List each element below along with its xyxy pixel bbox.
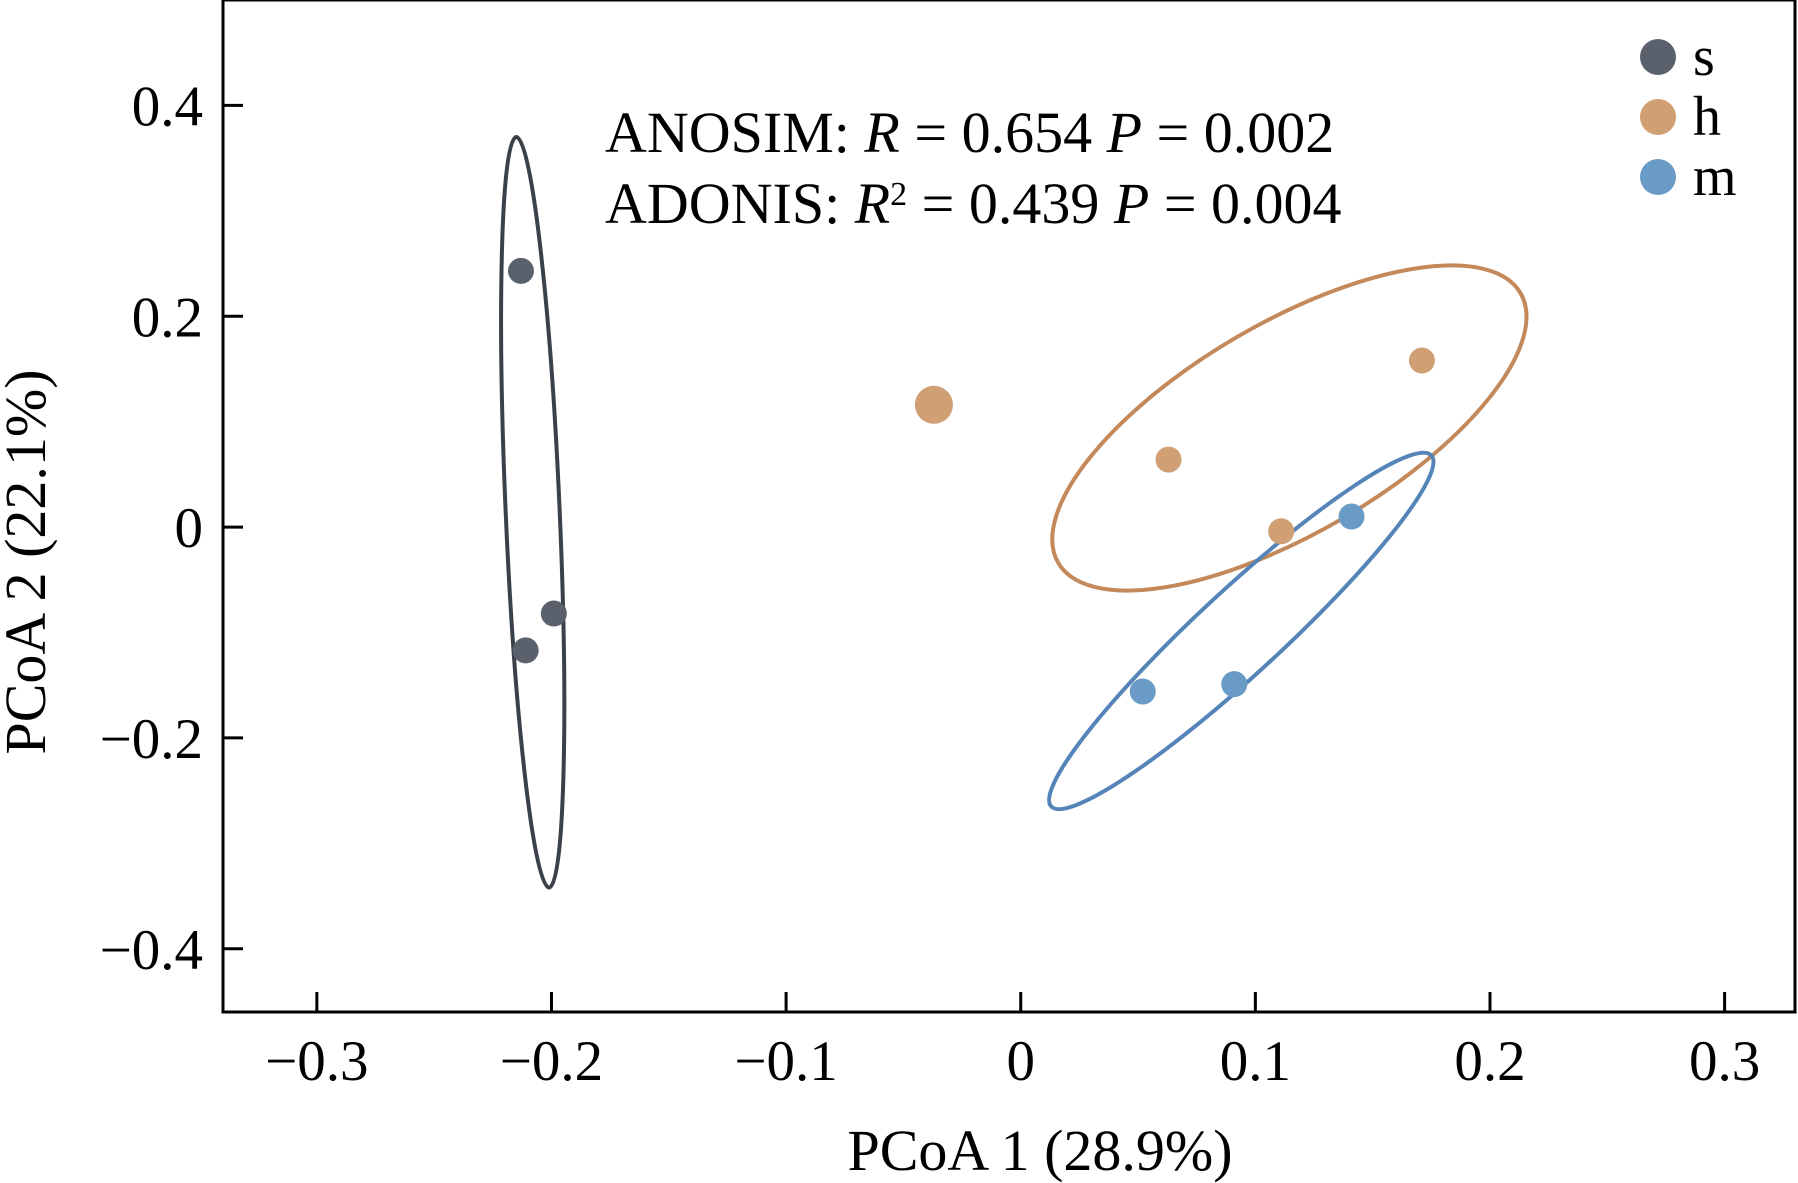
ellipses-layer xyxy=(499,135,1529,890)
y-tick-label: 0.4 xyxy=(132,75,203,138)
y-axis-title: PCoA 2 (22.1%) xyxy=(0,369,58,754)
ellipse-s xyxy=(499,135,567,890)
x-tick-label: −0.3 xyxy=(265,1030,368,1093)
point-m xyxy=(1129,678,1156,705)
legend-label-m: m xyxy=(1693,146,1737,208)
y-axis: −0.4 −0.2 0 0.2 0.4 xyxy=(100,75,243,982)
x-tick-label: 0.2 xyxy=(1454,1030,1525,1093)
point-h xyxy=(914,385,953,424)
point-s xyxy=(507,257,534,284)
adonis-annotation: ADONIS: R2 = 0.439 P = 0.004 xyxy=(605,171,1342,236)
x-tick-label: 0.3 xyxy=(1689,1030,1760,1093)
plot-frame xyxy=(221,0,1797,1014)
x-tick-label: −0.1 xyxy=(734,1030,837,1093)
legend-marker-m xyxy=(1640,159,1676,195)
point-s xyxy=(512,637,539,664)
x-tick-label: −0.2 xyxy=(500,1030,603,1093)
legend: shm xyxy=(1640,26,1737,208)
point-s xyxy=(540,600,567,627)
legend-marker-s xyxy=(1640,39,1676,75)
y-tick-label: 0.2 xyxy=(132,286,203,349)
x-axis-title: PCoA 1 (28.9%) xyxy=(847,1118,1232,1183)
point-h xyxy=(1268,518,1295,545)
anosim-annotation: ANOSIM: R = 0.654 P = 0.002 xyxy=(605,100,1334,165)
legend-label-s: s xyxy=(1693,26,1715,88)
legend-label-h: h xyxy=(1693,86,1721,148)
y-tick-label: −0.4 xyxy=(100,919,203,982)
x-tick-label: 0 xyxy=(1006,1030,1035,1093)
point-m xyxy=(1221,671,1248,698)
x-axis: −0.3 −0.2 −0.1 0 0.1 0.2 0.3 xyxy=(265,992,1760,1093)
ellipse-h xyxy=(1050,263,1529,593)
x-tick-label: 0.1 xyxy=(1220,1030,1291,1093)
point-h xyxy=(1155,446,1182,473)
legend-marker-h xyxy=(1640,99,1676,135)
point-h xyxy=(1408,347,1435,374)
y-tick-label: −0.2 xyxy=(100,708,203,771)
points-layer xyxy=(507,257,1435,705)
ellipse-m xyxy=(1047,450,1436,812)
y-tick-label: 0 xyxy=(175,497,204,560)
point-m xyxy=(1338,503,1365,530)
